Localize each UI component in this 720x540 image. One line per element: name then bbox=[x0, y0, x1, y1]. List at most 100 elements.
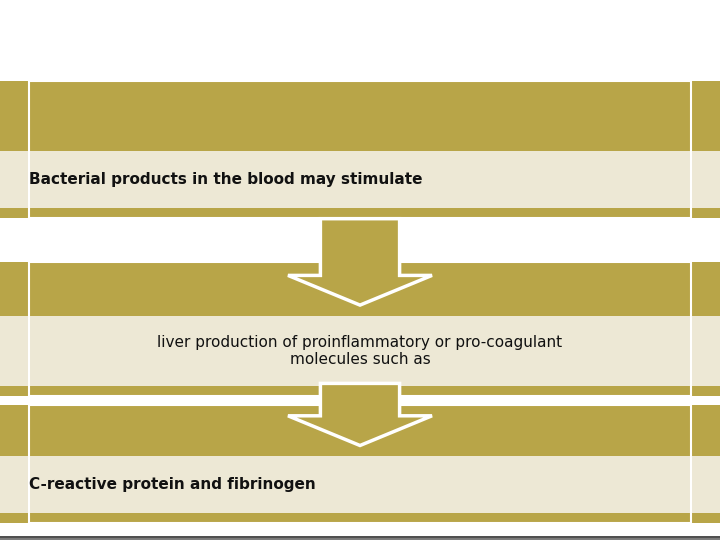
Bar bbox=[0, 536, 720, 538]
Bar bbox=[0, 537, 720, 539]
Bar bbox=[0, 537, 720, 539]
Bar bbox=[0, 536, 720, 538]
Bar bbox=[0, 537, 720, 539]
Bar bbox=[0, 537, 720, 539]
Bar bbox=[0, 537, 720, 539]
Bar bbox=[0, 537, 720, 539]
Bar bbox=[0, 537, 720, 539]
Bar bbox=[0, 537, 720, 539]
Bar bbox=[0, 538, 720, 539]
Bar bbox=[0, 537, 720, 539]
Bar bbox=[0, 537, 720, 539]
Bar bbox=[0, 537, 720, 538]
Bar bbox=[0, 537, 720, 539]
Bar bbox=[0, 538, 720, 540]
Bar bbox=[0, 538, 720, 539]
Bar bbox=[0, 537, 720, 539]
Bar bbox=[0, 538, 720, 540]
Bar bbox=[0, 537, 720, 539]
Bar bbox=[0, 536, 720, 538]
Bar bbox=[0, 537, 720, 539]
Bar bbox=[0, 537, 720, 539]
Bar bbox=[0, 538, 720, 539]
Bar bbox=[0, 538, 720, 539]
Bar bbox=[0, 537, 720, 538]
Bar bbox=[0, 537, 720, 539]
Bar bbox=[0, 538, 720, 540]
Bar bbox=[0, 537, 720, 539]
Bar bbox=[0, 537, 720, 539]
Bar bbox=[0, 537, 720, 539]
Bar bbox=[0, 538, 720, 540]
Bar bbox=[0, 537, 720, 538]
Bar bbox=[0, 537, 720, 539]
Bar bbox=[0, 538, 720, 539]
Bar bbox=[0, 538, 720, 539]
Bar bbox=[0, 537, 720, 538]
Bar bbox=[0, 538, 720, 540]
Bar bbox=[0, 537, 720, 539]
Bar bbox=[0, 537, 720, 539]
Bar bbox=[0, 538, 720, 540]
Bar bbox=[0, 538, 720, 540]
Bar bbox=[0, 537, 720, 539]
Bar bbox=[0, 537, 720, 539]
Bar bbox=[0, 538, 720, 539]
Bar bbox=[0, 537, 720, 539]
Bar bbox=[0, 537, 720, 538]
Bar bbox=[0, 538, 720, 539]
Bar bbox=[0, 537, 720, 539]
Bar bbox=[0, 538, 720, 540]
Bar bbox=[0, 538, 720, 539]
Bar bbox=[0, 537, 720, 539]
Bar bbox=[0, 536, 720, 538]
Bar bbox=[0, 536, 720, 538]
Bar bbox=[0, 536, 720, 538]
Bar bbox=[0, 537, 720, 539]
Bar bbox=[0, 537, 720, 538]
Bar bbox=[0, 537, 720, 538]
Bar bbox=[0, 538, 720, 540]
Bar bbox=[0, 538, 720, 540]
Bar bbox=[0, 537, 720, 539]
Bar bbox=[0, 537, 720, 539]
Bar bbox=[29, 405, 691, 523]
Bar bbox=[0, 538, 720, 540]
Bar bbox=[0, 537, 720, 539]
Bar bbox=[0, 151, 720, 208]
Bar bbox=[0, 538, 720, 540]
Bar bbox=[0, 537, 720, 539]
Bar bbox=[0, 537, 720, 539]
Bar bbox=[0, 537, 720, 538]
Bar bbox=[0, 537, 720, 538]
Bar bbox=[0, 538, 720, 539]
Bar bbox=[0, 537, 720, 539]
Bar bbox=[0, 537, 720, 539]
Bar bbox=[0, 537, 720, 539]
Bar bbox=[29, 81, 691, 218]
Bar bbox=[0, 537, 720, 539]
Bar bbox=[0, 538, 720, 539]
Bar bbox=[0, 538, 720, 540]
Bar bbox=[0, 538, 720, 540]
Bar bbox=[29, 262, 691, 396]
Bar bbox=[0, 537, 720, 539]
Bar bbox=[0, 538, 720, 540]
Bar bbox=[0, 537, 720, 539]
Bar bbox=[0, 538, 720, 539]
Bar bbox=[0, 538, 720, 540]
Bar bbox=[0, 538, 720, 540]
Bar bbox=[0, 538, 720, 540]
Bar bbox=[0, 538, 720, 539]
Bar bbox=[0, 537, 720, 538]
Bar bbox=[0, 537, 720, 539]
Bar bbox=[0, 538, 720, 539]
Bar bbox=[0, 537, 720, 538]
Bar bbox=[0, 538, 720, 539]
Bar bbox=[0, 386, 720, 396]
Bar bbox=[0, 537, 720, 539]
Bar bbox=[0, 538, 720, 539]
Bar bbox=[0, 538, 720, 540]
Text: liver production of proinflammatory or pro-coagulant
molecules such as: liver production of proinflammatory or p… bbox=[158, 335, 562, 367]
Bar bbox=[0, 537, 720, 539]
